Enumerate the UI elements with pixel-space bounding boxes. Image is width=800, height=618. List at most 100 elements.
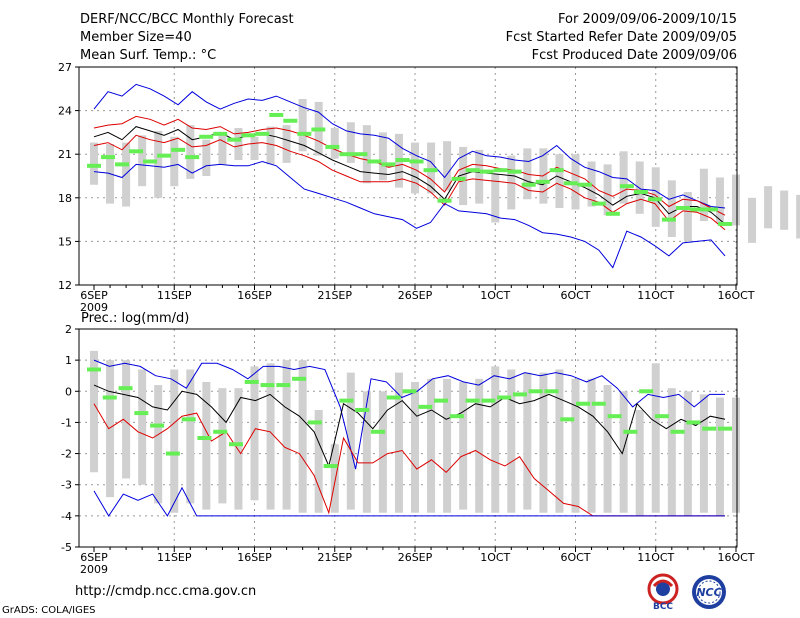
spread-box [796, 194, 800, 239]
x-tick-label: 16SEP [237, 289, 272, 302]
median-marker [269, 112, 284, 117]
spread-box [571, 378, 580, 513]
median-marker [311, 127, 326, 132]
spread-box [459, 381, 468, 510]
median-marker [381, 162, 396, 167]
x-tick-label: 26SEP [398, 289, 433, 302]
median-marker [544, 389, 559, 394]
spread-box [491, 366, 500, 513]
spread-box [218, 133, 227, 165]
spread-box [138, 369, 147, 485]
spread-box [362, 391, 371, 513]
y-tick-label: 27 [58, 61, 72, 74]
x-tick-label: 6OCT [560, 289, 590, 302]
median-marker [619, 184, 634, 189]
median-marker [591, 201, 606, 206]
median-marker [718, 426, 732, 431]
x-tick-label: 21SEP [317, 551, 352, 564]
spread-box [346, 372, 355, 510]
median-marker [87, 163, 101, 168]
spread-box [667, 388, 676, 516]
spread-box [314, 409, 323, 513]
spread-box [186, 125, 195, 179]
spread-box [202, 139, 211, 176]
started-refer-date: Fcst Started Refer Date 2009/09/05 [505, 30, 737, 45]
median-marker [255, 131, 270, 136]
median-marker [591, 401, 606, 406]
median-marker [395, 158, 410, 163]
spread-box [475, 149, 484, 204]
spread-box [603, 164, 612, 216]
source-url[interactable]: http://cmdp.ncc.cma.gov.cn [75, 584, 257, 599]
median-marker [355, 407, 370, 412]
median-marker [339, 398, 354, 403]
median-marker [689, 207, 704, 212]
series-line-mean [93, 384, 726, 468]
spread-box [427, 378, 436, 513]
spread-box [635, 409, 644, 516]
series-line-upper [93, 115, 726, 216]
median-marker [244, 379, 259, 384]
spread-box [683, 391, 692, 516]
x-tick-label: 6SEP [80, 289, 108, 302]
median-marker [370, 429, 385, 434]
x-year-label: 2009 [80, 301, 108, 314]
spread-box [170, 136, 179, 187]
bcc-logo-text: BCC [653, 602, 673, 612]
median-marker [134, 411, 149, 416]
spread-box [651, 167, 660, 227]
median-marker [633, 189, 648, 194]
x-tick-label: 6SEP [80, 551, 108, 564]
x-tick-label: 21SEP [317, 289, 352, 302]
median-marker [227, 137, 242, 142]
spread-box [266, 363, 275, 510]
spread-box [298, 360, 307, 513]
ncc-logo: NCC [692, 575, 726, 609]
median-marker [605, 211, 620, 216]
x-tick-label: 16OCT [717, 289, 754, 302]
median-marker [576, 401, 591, 406]
median-marker [409, 159, 424, 164]
spread-box [555, 369, 564, 513]
x-year-label: 2009 [80, 563, 108, 576]
median-marker [521, 182, 536, 187]
median-marker [497, 395, 512, 400]
spread-box [764, 186, 773, 229]
median-marker [535, 179, 550, 184]
spread-box [475, 378, 484, 513]
median-marker [670, 429, 685, 434]
median-marker [702, 426, 717, 431]
spread-box [122, 360, 131, 479]
median-marker [150, 423, 165, 428]
bcc-logo: BCC [647, 573, 679, 612]
y-tick-label: 21 [58, 148, 72, 161]
x-tick-label: 11OCT [637, 289, 674, 302]
spread-box [250, 366, 259, 501]
y-tick-label: -5 [61, 541, 72, 554]
spread-box [715, 397, 724, 516]
median-marker [213, 429, 228, 434]
spread-box [234, 128, 243, 161]
spread-box [539, 372, 548, 513]
spread-box [122, 142, 131, 207]
median-marker [118, 386, 133, 391]
member-size: Member Size=40 [80, 30, 192, 45]
median-marker [353, 152, 368, 157]
spread-box [411, 381, 419, 513]
spread-box [667, 180, 676, 238]
plot-frame [78, 328, 738, 548]
median-marker [143, 159, 158, 164]
spread-box [298, 98, 307, 152]
x-tick-label: 1OCT [480, 289, 510, 302]
spread-box [443, 141, 452, 191]
spread-box [732, 397, 740, 513]
plot-frame [78, 66, 738, 286]
spread-box [507, 369, 516, 513]
median-marker [157, 153, 172, 158]
y-tick-label: -3 [61, 479, 72, 492]
spread-box [619, 151, 628, 204]
median-marker [241, 133, 256, 138]
spread-box [411, 142, 419, 194]
spread-box [427, 142, 436, 194]
median-marker [228, 442, 243, 447]
